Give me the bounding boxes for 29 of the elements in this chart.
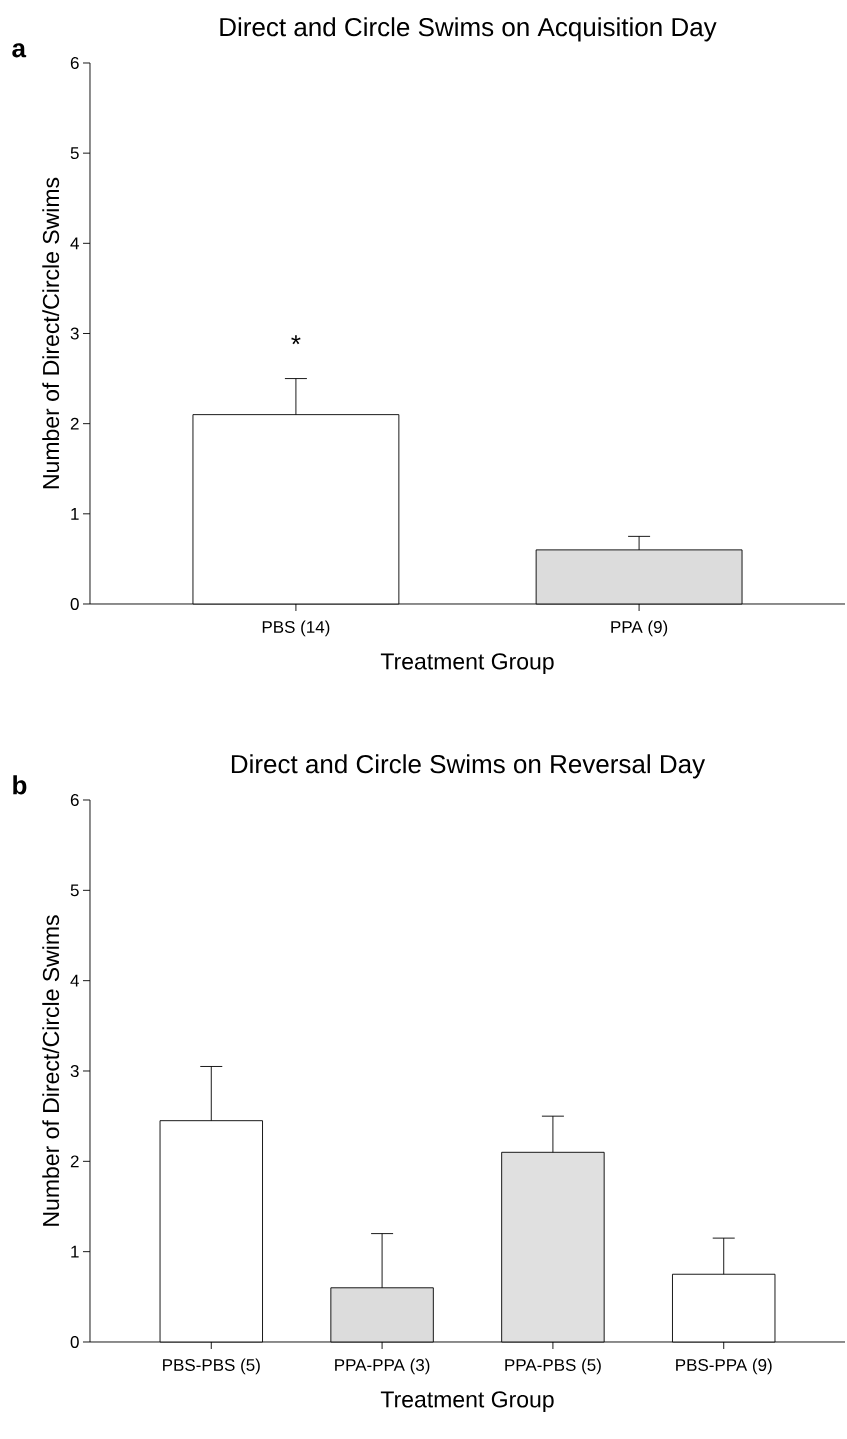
y-tick-label: 0 bbox=[70, 597, 79, 611]
x-axis-title: Treatment Group bbox=[380, 1391, 554, 1413]
y-tick-label: 5 bbox=[70, 884, 79, 897]
x-tick-label: PBS-PPA (9) bbox=[676, 1358, 772, 1375]
x-tick-label: PBS-PBS (5) bbox=[163, 1358, 260, 1375]
y-tick-label: 2 bbox=[70, 417, 79, 430]
chart-title: Direct and Circle Swims on Acquisition Day bbox=[220, 17, 717, 42]
y-tick-label: 3 bbox=[70, 327, 79, 340]
x-tick-label: PBS (14) bbox=[262, 620, 330, 637]
y-tick-label: 6 bbox=[70, 56, 79, 70]
y-tick-label: 4 bbox=[70, 974, 79, 987]
x-tick-label: PPA-PBS (5) bbox=[505, 1358, 601, 1375]
y-axis-title: Number of Direct/Circle Swims bbox=[42, 915, 60, 1226]
chart-title: Direct and Circle Swims on Reversal Day bbox=[231, 754, 706, 779]
y-tick-label: 4 bbox=[70, 237, 79, 250]
y-tick-label: 1 bbox=[71, 1245, 79, 1258]
y-tick-label: 5 bbox=[70, 147, 79, 160]
text: b bbox=[13, 775, 27, 795]
annotation: * bbox=[291, 335, 301, 345]
y-tick-label: 2 bbox=[70, 1155, 79, 1168]
text: a bbox=[12, 43, 27, 58]
y-tick-label: 1 bbox=[71, 507, 79, 520]
x-tick-label: PPA (9) bbox=[611, 620, 668, 637]
x-axis-title: Treatment Group bbox=[380, 653, 554, 675]
y-axis-title: Number of Direct/Circle Swims bbox=[42, 177, 60, 489]
x-tick-label: PPA-PPA (3) bbox=[335, 1358, 430, 1375]
y-tick-label: 3 bbox=[70, 1064, 79, 1078]
y-tick-label: 0 bbox=[70, 1335, 79, 1349]
y-tick-label: 6 bbox=[70, 793, 79, 807]
